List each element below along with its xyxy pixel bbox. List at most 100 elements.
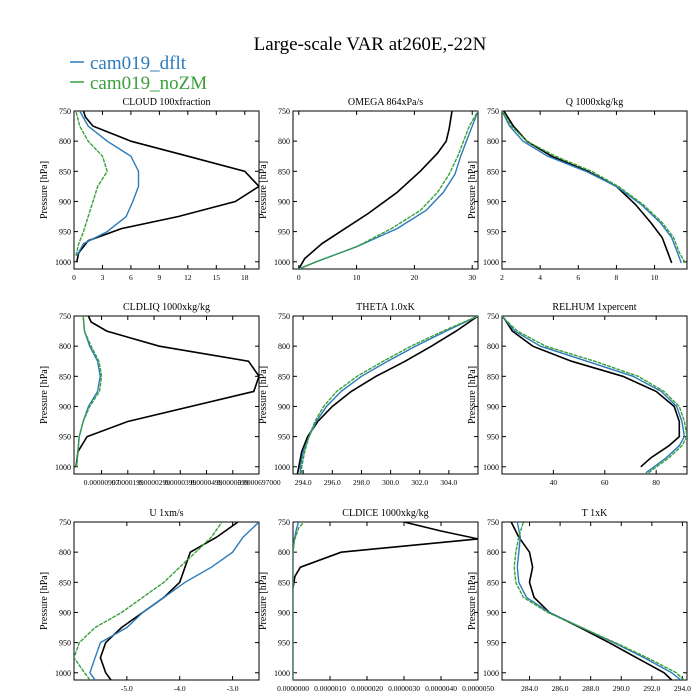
y-tick-label: 900 (278, 197, 290, 206)
x-tick-label: 300.0 (382, 478, 399, 487)
x-tick-label: 0.0000299 (138, 478, 170, 487)
y-tick-label: 850 (278, 578, 290, 587)
panel-5: THETA 1.0xK Pressure [hPa] 750 800 850 900 950… (258, 302, 479, 487)
series-group (75, 111, 259, 262)
series-line-black (76, 111, 259, 262)
plot-frame (501, 110, 688, 270)
y-tick-label: 950 (278, 228, 290, 237)
x-tick-label: 0.0000399 (164, 478, 196, 487)
y-tick-label: 950 (487, 639, 499, 648)
x-tick-label: 294.0 (674, 684, 691, 693)
y-tick-label: 900 (59, 402, 71, 411)
x-tick-label: 296.0 (324, 478, 341, 487)
panel-3: Q 1000xkg/kg Pressure [hPa] 750 800 850 900 95… (467, 97, 688, 282)
series-group (74, 522, 259, 680)
series-line-dflt (293, 522, 300, 680)
series-line-black (99, 522, 239, 680)
x-tick-label: 0.00000997 (84, 478, 120, 487)
y-tick-label: 800 (487, 137, 499, 146)
series-group (502, 316, 687, 474)
y-tick-label: 750 (59, 107, 71, 116)
x-tick-label: 0.0000499 (191, 478, 223, 487)
x-tick-label: -4.0 (174, 684, 186, 693)
y-tick-label: 1000 (55, 258, 71, 267)
series-line-black (296, 316, 478, 474)
series-group (510, 522, 685, 680)
plot-frame (292, 315, 479, 475)
panel-title: U 1xm/s (149, 508, 183, 519)
x-tick-label: 0.0000599 (217, 478, 249, 487)
series-line-black (510, 522, 673, 680)
y-tick-label: 750 (278, 312, 290, 321)
y-tick-label: 750 (278, 107, 290, 116)
y-tick-label: 900 (59, 197, 71, 206)
y-tick-label: 1000 (55, 463, 71, 472)
y-axis-label: Pressure [hPa] (258, 572, 269, 630)
series-group (296, 316, 478, 474)
series-line-dflt (516, 522, 682, 680)
panel-title: OMEGA 864xPa/s (348, 97, 423, 108)
y-axis-label: Pressure [hPa] (258, 366, 269, 424)
x-tick-label: -5.0 (121, 684, 133, 693)
x-tick-label: 80 (652, 478, 660, 487)
series-line-black (75, 316, 259, 467)
y-tick-label: 1000 (483, 669, 499, 678)
series-line-noZM (513, 522, 685, 680)
y-tick-label: 750 (487, 518, 499, 527)
x-tick-label: 286.0 (552, 684, 569, 693)
series-line-dflt (89, 522, 259, 680)
figure-title: Large-scale VAR at260E,-22N (254, 34, 487, 55)
panel-title: CLDICE 1000xkg/kg (342, 508, 428, 519)
y-tick-label: 850 (487, 167, 499, 176)
x-tick-label: 290.0 (613, 684, 630, 693)
y-tick-label: 950 (59, 228, 71, 237)
x-tick-label: 6 (129, 273, 133, 282)
y-axis-label: Pressure [hPa] (467, 161, 478, 219)
y-tick-label: 950 (278, 639, 290, 648)
y-tick-label: 850 (487, 578, 499, 587)
x-tick-label: 0.0000697000 (237, 478, 280, 487)
x-tick-label: 20 (411, 273, 419, 282)
y-tick-label: 800 (487, 342, 499, 351)
y-tick-label: 900 (278, 608, 290, 617)
x-tick-label: 10 (651, 273, 659, 282)
series-line-noZM (75, 316, 103, 467)
x-tick-label: 0 (297, 273, 301, 282)
y-tick-label: 750 (59, 518, 71, 527)
y-tick-label: 950 (487, 228, 499, 237)
y-tick-label: 1000 (274, 669, 290, 678)
y-tick-label: 900 (59, 608, 71, 617)
plot-frame (501, 521, 688, 681)
plot-frame (292, 110, 479, 270)
panel-title: CLOUD 100xfraction (122, 97, 210, 108)
x-tick-label: 0.0000000 (277, 684, 309, 693)
y-tick-label: 850 (59, 167, 71, 176)
y-tick-label: 800 (59, 548, 71, 557)
series-line-noZM (502, 111, 686, 264)
y-axis-label: Pressure [hPa] (39, 572, 50, 630)
series-group (75, 316, 259, 467)
y-tick-label: 850 (278, 372, 290, 381)
x-tick-label: 288.0 (582, 684, 599, 693)
x-tick-label: 15 (213, 273, 221, 282)
legend: cam019_dflt cam019_noZM (70, 53, 207, 94)
y-tick-label: 800 (59, 342, 71, 351)
series-line-black (298, 111, 453, 269)
y-tick-label: 800 (278, 137, 290, 146)
y-tick-label: 950 (278, 433, 290, 442)
y-axis-label: Pressure [hPa] (467, 572, 478, 630)
series-line-noZM (502, 316, 687, 474)
panel-7: U 1xm/s Pressure [hPa] 750 800 850 900 950 1000… (39, 508, 260, 693)
x-tick-label: 9 (158, 273, 162, 282)
y-tick-label: 950 (59, 639, 71, 648)
y-tick-label: 1000 (483, 258, 499, 267)
x-tick-label: 0.0000199 (112, 478, 144, 487)
y-tick-label: 900 (278, 402, 290, 411)
panel-6: RELHUM 1xpercent Pressure [hPa] 750 800 850 9… (467, 302, 688, 487)
y-axis-label: Pressure [hPa] (39, 366, 50, 424)
x-tick-label: 294.0 (295, 478, 312, 487)
x-tick-label: 3 (101, 273, 105, 282)
series-line-black (502, 316, 681, 468)
